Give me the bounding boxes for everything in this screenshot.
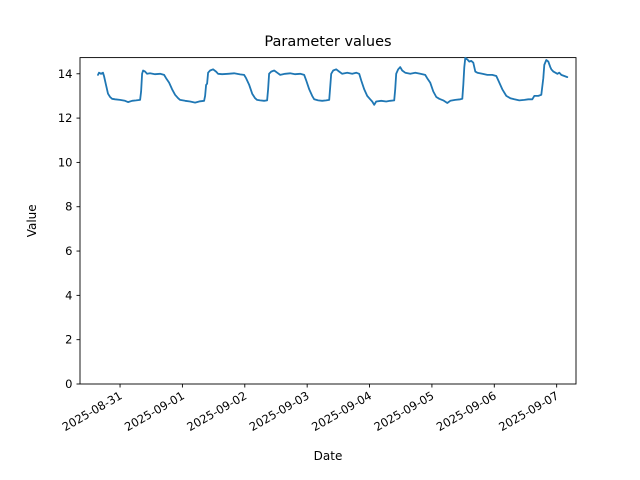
- y-tick-label: 2: [65, 333, 72, 347]
- x-tick-label: 2025-09-05: [372, 388, 437, 434]
- x-axis-label: Date: [314, 449, 343, 463]
- x-tick-label: 2025-08-31: [60, 388, 125, 434]
- x-tick-label: 2025-09-04: [309, 388, 374, 434]
- x-tick-label: 2025-09-02: [184, 388, 249, 434]
- y-tick-label: 4: [65, 288, 72, 302]
- y-tick-label: 0: [65, 377, 72, 391]
- chart-title: Parameter values: [264, 34, 391, 50]
- x-axis-ticks: 2025-08-312025-09-012025-09-022025-09-03…: [60, 384, 561, 434]
- y-axis-ticks: 0 2 4 6 8 10 12 14: [58, 67, 80, 391]
- x-tick-label: 2025-09-01: [122, 388, 187, 434]
- y-axis-label: Value: [25, 204, 39, 237]
- y-tick-label: 14: [58, 67, 73, 81]
- x-tick-label: 2025-09-06: [434, 388, 499, 434]
- y-tick-label: 6: [65, 244, 72, 258]
- y-tick-label: 8: [65, 200, 72, 214]
- y-tick-label: 10: [58, 155, 73, 169]
- plot-area: [79, 57, 577, 385]
- x-tick-label: 2025-09-07: [496, 388, 561, 434]
- data-line: [97, 56, 569, 106]
- y-tick-label: 12: [58, 111, 73, 125]
- x-tick-label: 2025-09-03: [247, 388, 312, 434]
